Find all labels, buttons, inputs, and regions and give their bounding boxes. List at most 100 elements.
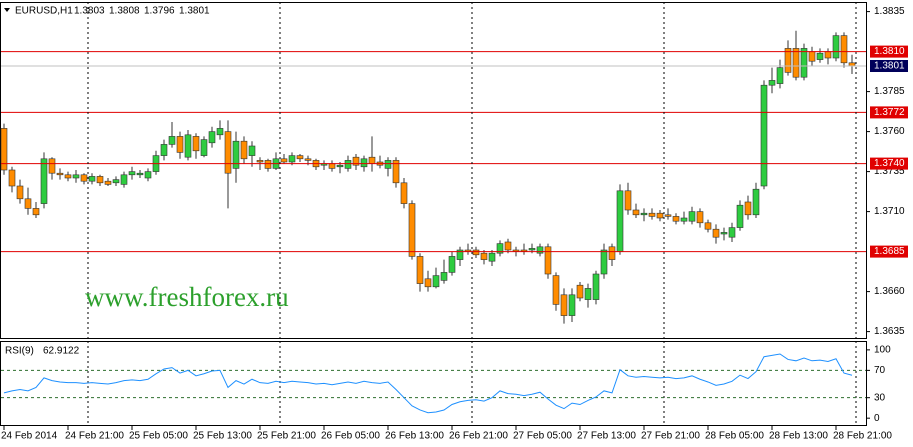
candle-body [88, 176, 96, 182]
rsi-title: RSI(9) [5, 346, 34, 357]
rsi-frame [0, 341, 867, 426]
candle-body [392, 160, 400, 184]
x-tick-label: 26 Feb 13:00 [385, 431, 444, 442]
level-label-box [870, 106, 908, 119]
candle-body [592, 273, 600, 300]
candle-body [144, 171, 152, 179]
x-tick-label: 25 Feb 13:00 [193, 431, 252, 442]
x-tick-label: 25 Feb 05:00 [129, 431, 188, 442]
candle-body [720, 232, 728, 235]
candle-body [104, 180, 112, 185]
x-tick-label: 28 Feb 13:00 [769, 431, 828, 442]
x-tick-label: 27 Feb 13:00 [577, 431, 636, 442]
candle-body [448, 256, 456, 273]
candle-body [328, 163, 336, 169]
candle-body [784, 48, 792, 73]
candle-body [256, 160, 264, 163]
candle-body [200, 139, 208, 156]
watermark: www.freshforex.ru [85, 282, 289, 312]
y-tick-label: 70 [874, 365, 886, 376]
candle-body [496, 243, 504, 254]
candle-body [208, 131, 216, 144]
candle-body [704, 222, 712, 230]
candle-body [168, 136, 176, 145]
candle-body [776, 67, 784, 84]
candle-body [216, 128, 224, 136]
candle-body [584, 288, 592, 300]
candle-body [824, 51, 832, 59]
candle-body [712, 228, 720, 238]
candle-body [248, 145, 256, 156]
low-value: 1.3796 [144, 6, 175, 17]
y-tick-label: 0 [874, 413, 880, 424]
candle-body [640, 212, 648, 216]
candle-body [136, 172, 144, 176]
candle-body [224, 131, 232, 174]
y-tick-label: 1.3760 [874, 126, 905, 137]
candle-body [80, 174, 88, 182]
y-tick-label: 100 [874, 345, 891, 356]
candle-body [368, 156, 376, 164]
candle-body [760, 84, 768, 187]
candle-body [264, 160, 272, 169]
candle-body [72, 174, 80, 179]
candle-body [176, 136, 184, 153]
candle-body [304, 158, 312, 161]
plot: 1.3835 1.3785 1.3760 1.3735 1.3710 1.3660 1.36… [0, 2, 908, 442]
candle-body [768, 80, 776, 86]
x-tick-label: 24 Feb 2014 [1, 431, 58, 442]
candle-body [40, 158, 48, 204]
last-price-box [870, 60, 908, 72]
candle-body [840, 35, 848, 64]
candle-body [488, 252, 496, 262]
level-label: 1.3810 [874, 46, 905, 57]
candle-body [576, 284, 584, 299]
candle-body [680, 217, 688, 222]
candle-body [112, 179, 120, 184]
candle-body [24, 198, 32, 209]
candle-body [536, 246, 544, 254]
level-label-box [870, 45, 908, 58]
candle-body [64, 174, 72, 179]
candle-body [344, 160, 352, 169]
x-tick-label: 27 Feb 21:00 [641, 431, 700, 442]
y-tick-label: 1.3785 [874, 86, 905, 97]
candle-body [456, 249, 464, 260]
candle-body [832, 35, 840, 59]
candle-body [632, 209, 640, 216]
x-tick-label: 28 Feb 05:00 [705, 431, 764, 442]
candle-body [120, 174, 128, 185]
candle-body [192, 136, 200, 152]
y-tick-label: 1.3660 [874, 286, 905, 297]
main-frame [0, 2, 867, 339]
candle-body [16, 185, 24, 200]
menu-arrow [4, 8, 10, 12]
candle-body [48, 158, 56, 174]
candle-body [352, 156, 360, 166]
candle-body [128, 171, 136, 176]
candle-body [816, 52, 824, 60]
candle-body [232, 140, 240, 169]
candle-body [808, 51, 816, 62]
candle-body [624, 190, 632, 211]
candle-body [504, 241, 512, 251]
candle-body [544, 246, 552, 275]
candle-body [664, 214, 672, 217]
x-tick-label: 26 Feb 05:00 [321, 431, 380, 442]
y-tick-label: 1.3635 [874, 326, 905, 337]
candle-body [480, 252, 488, 260]
candle-body [736, 204, 744, 228]
y-tick-label: 1.3735 [874, 166, 905, 177]
candle-body [8, 169, 16, 187]
x-tick-label: 27 Feb 05:00 [513, 431, 572, 442]
candle-body [384, 160, 392, 169]
candle-body [616, 190, 624, 252]
candle-body [472, 249, 480, 256]
candle-body [160, 144, 168, 156]
x-tick-label: 24 Feb 21:00 [65, 431, 124, 442]
candle-body [688, 211, 696, 222]
candle-body [656, 212, 664, 219]
level-label: 1.3740 [874, 158, 905, 169]
